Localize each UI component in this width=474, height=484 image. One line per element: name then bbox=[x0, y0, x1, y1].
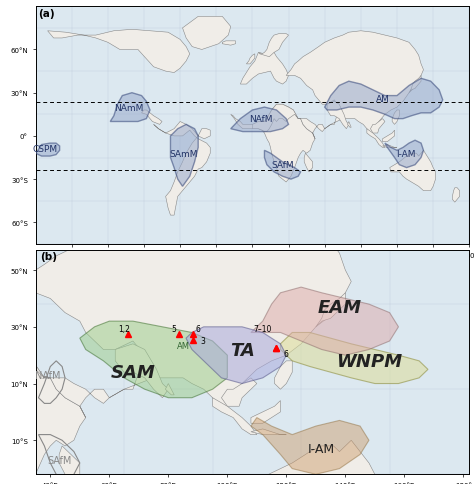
Text: SAmM: SAmM bbox=[170, 150, 198, 158]
Polygon shape bbox=[47, 30, 190, 74]
Text: SAfM: SAfM bbox=[271, 161, 294, 170]
Polygon shape bbox=[251, 401, 281, 424]
Text: SAM: SAM bbox=[110, 363, 155, 381]
Polygon shape bbox=[347, 122, 351, 128]
Polygon shape bbox=[385, 141, 423, 168]
Polygon shape bbox=[251, 287, 399, 355]
Polygon shape bbox=[390, 151, 436, 191]
Polygon shape bbox=[80, 321, 228, 398]
Text: I-AM: I-AM bbox=[308, 442, 335, 455]
Polygon shape bbox=[258, 34, 289, 58]
Text: 6: 6 bbox=[283, 349, 288, 359]
Polygon shape bbox=[264, 151, 301, 180]
Text: 7–10: 7–10 bbox=[254, 324, 272, 333]
Polygon shape bbox=[269, 440, 381, 484]
Polygon shape bbox=[251, 429, 286, 435]
Text: TA: TA bbox=[230, 341, 255, 359]
Polygon shape bbox=[383, 145, 397, 148]
Polygon shape bbox=[371, 120, 385, 134]
Text: CSPM: CSPM bbox=[33, 145, 58, 154]
Polygon shape bbox=[392, 111, 400, 125]
Text: 6: 6 bbox=[195, 324, 200, 333]
Polygon shape bbox=[327, 102, 349, 129]
Polygon shape bbox=[0, 350, 86, 484]
Polygon shape bbox=[110, 93, 150, 122]
Text: 1,2: 1,2 bbox=[118, 324, 130, 333]
Polygon shape bbox=[274, 361, 292, 390]
Polygon shape bbox=[452, 188, 460, 203]
Polygon shape bbox=[252, 31, 423, 139]
Polygon shape bbox=[316, 293, 346, 327]
Polygon shape bbox=[154, 122, 210, 216]
Text: 3: 3 bbox=[201, 336, 206, 345]
Polygon shape bbox=[0, 205, 351, 418]
Polygon shape bbox=[36, 144, 60, 157]
Text: NAfM: NAfM bbox=[249, 115, 273, 124]
Polygon shape bbox=[325, 79, 443, 120]
Polygon shape bbox=[231, 108, 289, 132]
Polygon shape bbox=[142, 111, 162, 125]
Polygon shape bbox=[115, 344, 168, 398]
Polygon shape bbox=[59, 446, 80, 483]
Polygon shape bbox=[186, 327, 286, 384]
Text: SAfM: SAfM bbox=[47, 455, 72, 465]
Text: NAmM: NAmM bbox=[114, 104, 143, 112]
Polygon shape bbox=[171, 125, 198, 187]
Polygon shape bbox=[409, 76, 421, 93]
Text: I-AM: I-AM bbox=[396, 150, 415, 158]
Polygon shape bbox=[251, 418, 369, 474]
Polygon shape bbox=[246, 55, 255, 65]
Polygon shape bbox=[221, 378, 257, 407]
Polygon shape bbox=[165, 384, 174, 395]
Polygon shape bbox=[281, 333, 428, 384]
Polygon shape bbox=[212, 398, 257, 435]
Polygon shape bbox=[182, 17, 231, 50]
Polygon shape bbox=[367, 129, 385, 148]
Polygon shape bbox=[222, 42, 236, 46]
Text: AM: AM bbox=[177, 341, 190, 350]
Text: (a): (a) bbox=[38, 9, 55, 19]
Text: NAfM: NAfM bbox=[35, 370, 60, 380]
Text: WNPM: WNPM bbox=[336, 352, 402, 370]
Text: EAM: EAM bbox=[318, 298, 362, 317]
Polygon shape bbox=[383, 131, 394, 142]
Text: 5: 5 bbox=[172, 324, 177, 333]
Polygon shape bbox=[240, 53, 289, 85]
Text: AM: AM bbox=[375, 95, 390, 104]
Text: (b): (b) bbox=[40, 251, 57, 261]
Polygon shape bbox=[231, 105, 315, 182]
Polygon shape bbox=[304, 154, 313, 173]
